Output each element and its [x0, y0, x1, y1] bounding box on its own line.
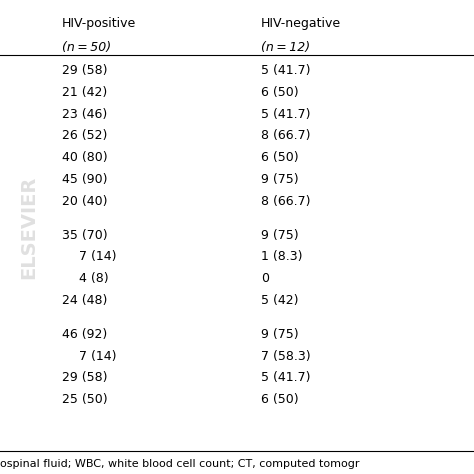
- Text: HIV-negative: HIV-negative: [261, 17, 341, 29]
- Text: 20 (40): 20 (40): [62, 195, 107, 208]
- Text: (n = 50): (n = 50): [62, 41, 111, 54]
- Text: 23 (46): 23 (46): [62, 108, 107, 120]
- Text: 40 (80): 40 (80): [62, 151, 107, 164]
- Text: 25 (50): 25 (50): [62, 393, 107, 406]
- Text: 8 (66.7): 8 (66.7): [261, 129, 310, 142]
- Text: 45 (90): 45 (90): [62, 173, 107, 186]
- Text: 26 (52): 26 (52): [62, 129, 107, 142]
- Text: 7 (14): 7 (14): [79, 250, 116, 264]
- Text: 9 (75): 9 (75): [261, 228, 298, 242]
- Text: HIV-positive: HIV-positive: [62, 17, 136, 29]
- Text: (n = 12): (n = 12): [261, 41, 310, 54]
- Text: 6 (50): 6 (50): [261, 393, 298, 406]
- Text: 5 (41.7): 5 (41.7): [261, 372, 310, 384]
- Text: 46 (92): 46 (92): [62, 328, 107, 341]
- Text: 29 (58): 29 (58): [62, 64, 107, 77]
- Text: 5 (42): 5 (42): [261, 294, 298, 307]
- Text: 35 (70): 35 (70): [62, 228, 107, 242]
- Text: 9 (75): 9 (75): [261, 328, 298, 341]
- Text: ELSEVIER: ELSEVIER: [19, 176, 38, 279]
- Text: 9 (75): 9 (75): [261, 173, 298, 186]
- Text: 5 (41.7): 5 (41.7): [261, 108, 310, 120]
- Text: 1 (8.3): 1 (8.3): [261, 250, 302, 264]
- Text: 29 (58): 29 (58): [62, 372, 107, 384]
- Text: 4 (8): 4 (8): [79, 272, 108, 285]
- Text: 0: 0: [261, 272, 269, 285]
- Text: 6 (50): 6 (50): [261, 151, 298, 164]
- Text: 6 (50): 6 (50): [261, 86, 298, 99]
- Text: 5 (41.7): 5 (41.7): [261, 64, 310, 77]
- Text: 7 (14): 7 (14): [79, 350, 116, 363]
- Text: 24 (48): 24 (48): [62, 294, 107, 307]
- Text: 8 (66.7): 8 (66.7): [261, 195, 310, 208]
- Text: ospinal fluid; WBC, white blood cell count; CT, computed tomogr: ospinal fluid; WBC, white blood cell cou…: [0, 459, 359, 469]
- Text: 21 (42): 21 (42): [62, 86, 107, 99]
- Text: 7 (58.3): 7 (58.3): [261, 350, 310, 363]
